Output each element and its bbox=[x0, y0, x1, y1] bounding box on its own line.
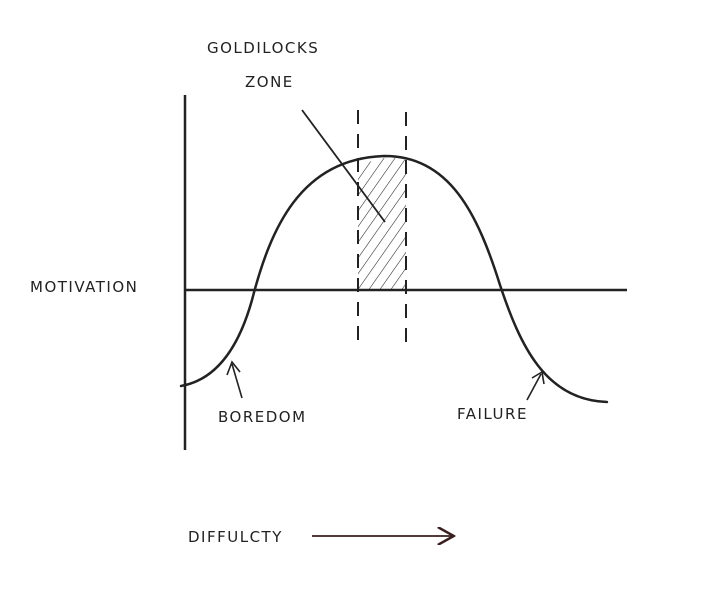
motivation-curve bbox=[179, 154, 609, 404]
failure-label: FAILURE bbox=[457, 405, 528, 423]
y-axis-label: MOTIVATION bbox=[30, 278, 138, 296]
goldilocks-zone-shading bbox=[358, 157, 406, 290]
boredom-arrow bbox=[226, 360, 243, 399]
failure-arrow bbox=[526, 370, 545, 401]
zone-pointer-line bbox=[301, 109, 386, 223]
zone-label-line2: ZONE bbox=[245, 73, 294, 91]
x-axis-label: DIFFULCTY bbox=[188, 528, 283, 546]
zone-label-line1: GOLDILOCKS bbox=[207, 39, 319, 57]
boredom-label: BOREDOM bbox=[218, 408, 307, 426]
